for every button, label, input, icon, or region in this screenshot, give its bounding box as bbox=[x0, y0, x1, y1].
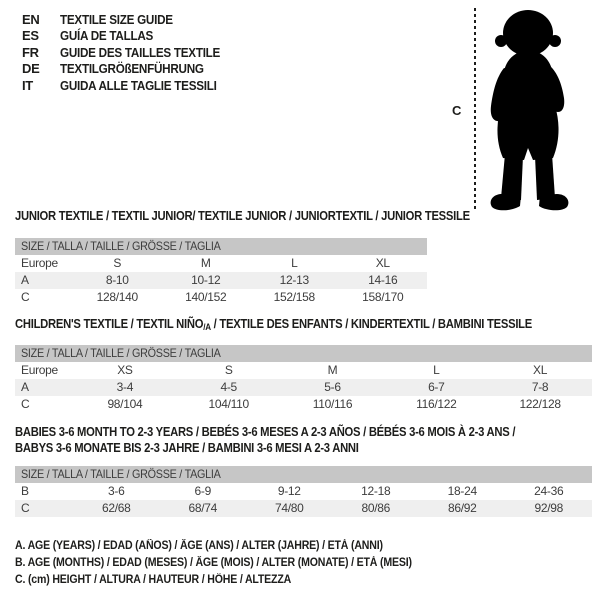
age-cell: 14-16 bbox=[368, 273, 398, 287]
row-label: A bbox=[21, 273, 29, 287]
language-title: GUÍA DE TALLAS bbox=[60, 28, 154, 44]
language-title: TEXTILE SIZE GUIDE bbox=[60, 12, 173, 27]
language-title-list: EN TEXTILE SIZE GUIDE ES GUÍA DE TALLAS … bbox=[22, 12, 238, 94]
children-section-title: CHILDREN'S TEXTILE / TEXTIL NIÑO/A / TEX… bbox=[15, 317, 589, 332]
months-cell: 3-6 bbox=[108, 484, 125, 498]
footnote-age-years: A. AGE (YEARS) / EDAD (AÑOS) / ÂGE (ANS)… bbox=[15, 540, 383, 552]
size-table-header-band: SIZE / TALLA / TAILLE / GRÖSSE / TAGLIA bbox=[15, 238, 427, 255]
age-cell: 3-4 bbox=[116, 380, 134, 394]
language-title: GUIDA ALLE TAGLIE TESSILI bbox=[60, 77, 217, 93]
row-label: B bbox=[21, 484, 29, 498]
babies-section-title-text: BABIES 3-6 MONTH TO 2-3 YEARS / BEBÉS 3-… bbox=[15, 424, 515, 456]
row-label: C bbox=[21, 397, 30, 411]
height-cell: 140/152 bbox=[185, 290, 227, 304]
size-table-header-band: SIZE / TALLA / TAILLE / GRÖSSE / TAGLIA bbox=[15, 466, 592, 483]
children-title-subscript: /A bbox=[203, 322, 211, 332]
row-label: Europe bbox=[21, 256, 58, 270]
table-row-age: A 3-4 4-5 5-6 6-7 7-8 bbox=[15, 379, 592, 396]
toddler-silhouette-icon bbox=[490, 10, 569, 211]
height-cell: 92/98 bbox=[534, 501, 564, 515]
age-cell: 10-12 bbox=[191, 273, 221, 287]
children-section-title-text: CHILDREN'S TEXTILE / TEXTIL NIÑO/A / TEX… bbox=[15, 317, 532, 332]
age-cell: 4-5 bbox=[220, 380, 237, 394]
language-code: ES bbox=[22, 28, 39, 44]
age-cell: 7-8 bbox=[531, 380, 549, 394]
table-row-height: C 62/68 68/74 74/80 80/86 86/92 92/98 bbox=[15, 500, 592, 517]
months-cell: 6-9 bbox=[194, 484, 212, 498]
size-header-text: SIZE / TALLA / TAILLE / GRÖSSE / TAGLIA bbox=[21, 467, 221, 481]
children-title-suffix: / TEXTILE DES ENFANTS / KINDERTEXTIL / B… bbox=[210, 317, 533, 331]
size-table-babies: SIZE / TALLA / TAILLE / GRÖSSE / TAGLIA … bbox=[15, 466, 592, 517]
size-cell: M bbox=[327, 363, 338, 377]
height-cell: 86/92 bbox=[447, 501, 477, 515]
height-cell: 104/110 bbox=[208, 397, 250, 411]
table-row-europe: Europe S M L XL bbox=[15, 255, 427, 272]
height-dashed-line bbox=[474, 8, 476, 212]
size-cell: L bbox=[291, 256, 298, 270]
height-measure-label: C bbox=[452, 103, 462, 118]
height-cell: 80/86 bbox=[361, 501, 391, 515]
age-cell: 6-7 bbox=[428, 380, 445, 394]
language-row-de: DE TEXTILGRÖßENFÜHRUNG bbox=[22, 61, 238, 77]
height-cell: 62/68 bbox=[101, 501, 131, 515]
language-title: GUIDE DES TAILLES TEXTILE bbox=[60, 44, 221, 60]
height-cell: 122/128 bbox=[519, 397, 561, 411]
size-cell: S bbox=[113, 256, 122, 270]
language-row-es: ES GUÍA DE TALLAS bbox=[22, 28, 238, 44]
size-table-junior: SIZE / TALLA / TAILLE / GRÖSSE / TAGLIA … bbox=[15, 238, 427, 306]
table-row-months: B 3-6 6-9 9-12 12-18 18-24 24-36 bbox=[15, 483, 592, 500]
age-cell: 12-13 bbox=[279, 273, 310, 287]
junior-section-title: JUNIOR TEXTILE / TEXTIL JUNIOR/ TEXTILE … bbox=[15, 209, 520, 223]
height-cell: 68/74 bbox=[188, 501, 218, 515]
junior-section-title-text: JUNIOR TEXTILE / TEXTIL JUNIOR/ TEXTILE … bbox=[15, 209, 470, 223]
height-cell: 98/104 bbox=[107, 397, 143, 411]
footnote-height-cm: C. (cm) HEIGHT / ALTURA / HAUTEUR / HÖHE… bbox=[15, 574, 292, 587]
table-row-height: C 128/140 140/152 152/158 158/170 bbox=[15, 289, 427, 306]
table-row-height: C 98/104 104/110 110/116 116/122 122/128 bbox=[15, 396, 592, 413]
language-row-en: EN TEXTILE SIZE GUIDE bbox=[22, 12, 238, 28]
size-header-text: SIZE / TALLA / TAILLE / GRÖSSE / TAGLIA bbox=[21, 346, 221, 360]
months-cell: 12-18 bbox=[361, 484, 391, 498]
size-cell: XS bbox=[117, 363, 133, 377]
size-header-text: SIZE / TALLA / TAILLE / GRÖSSE / TAGLIA bbox=[21, 239, 221, 253]
size-table-header-band: SIZE / TALLA / TAILLE / GRÖSSE / TAGLIA bbox=[15, 345, 592, 362]
children-title-prefix: CHILDREN'S TEXTILE / TEXTIL NIÑO bbox=[15, 317, 204, 331]
table-row-europe: Europe XS S M L XL bbox=[15, 362, 592, 379]
language-code: FR bbox=[22, 44, 39, 60]
size-cell: XL bbox=[375, 256, 390, 270]
height-cell: 110/116 bbox=[312, 397, 353, 411]
height-cell: 152/158 bbox=[273, 290, 316, 304]
babies-title-line1: BABIES 3-6 MONTH TO 2-3 YEARS / BEBÉS 3-… bbox=[15, 425, 516, 439]
row-label: C bbox=[21, 501, 30, 515]
footnote-legend: A. AGE (YEARS) / EDAD (AÑOS) / ÂGE (ANS)… bbox=[15, 538, 446, 590]
language-code: EN bbox=[22, 12, 40, 27]
height-cell: 128/140 bbox=[96, 290, 139, 304]
age-cell: 5-6 bbox=[324, 380, 341, 394]
months-cell: 18-24 bbox=[447, 484, 478, 498]
size-cell: M bbox=[200, 256, 211, 270]
language-code: DE bbox=[22, 61, 40, 77]
height-cell: 158/170 bbox=[362, 290, 404, 304]
height-cell: 74/80 bbox=[274, 501, 304, 515]
language-row-it: IT GUIDA ALLE TAGLIE TESSILI bbox=[22, 78, 238, 94]
language-row-fr: FR GUIDE DES TAILLES TEXTILE bbox=[22, 45, 238, 61]
size-cell: XL bbox=[533, 363, 548, 377]
size-cell: S bbox=[224, 363, 233, 377]
months-cell: 24-36 bbox=[534, 484, 564, 498]
language-title: TEXTILGRÖßENFÜHRUNG bbox=[60, 61, 204, 77]
size-table-children: SIZE / TALLA / TAILLE / GRÖSSE / TAGLIA … bbox=[15, 345, 592, 413]
row-label: A bbox=[21, 380, 29, 394]
language-code: IT bbox=[22, 77, 33, 93]
size-cell: L bbox=[433, 363, 440, 377]
months-cell: 9-12 bbox=[277, 484, 301, 498]
table-row-age: A 8-10 10-12 12-13 14-16 bbox=[15, 272, 427, 289]
row-label: Europe bbox=[21, 363, 58, 377]
footnote-age-months: B. AGE (MONTHS) / EDAD (MESES) / ÂGE (MO… bbox=[15, 557, 412, 570]
height-cell: 116/122 bbox=[416, 397, 457, 411]
row-label: C bbox=[21, 290, 30, 304]
babies-section-title: BABIES 3-6 MONTH TO 2-3 YEARS / BEBÉS 3-… bbox=[15, 424, 571, 456]
age-cell: 8-10 bbox=[105, 273, 129, 287]
babies-title-line2: BABYS 3-6 MONATE BIS 2-3 JAHRE / BAMBINI… bbox=[15, 441, 359, 455]
